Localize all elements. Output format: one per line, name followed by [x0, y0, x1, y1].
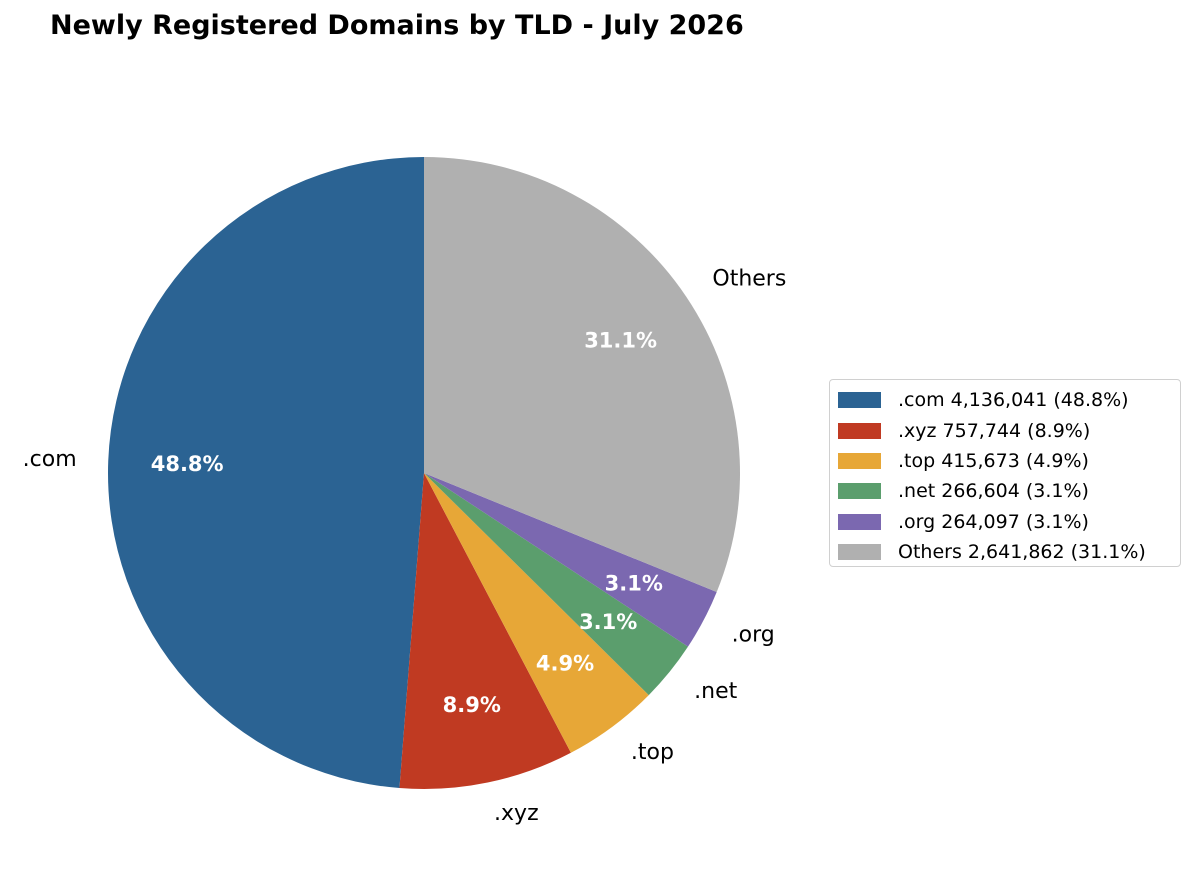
pie-percent-label-com: 48.8% [151, 452, 224, 476]
legend-swatch [838, 544, 881, 561]
legend-swatch [838, 452, 881, 469]
legend-label: .com 4,136,041 (48.8%) [898, 389, 1129, 412]
legend-item-others: Others 2,641,862 (31.1%) [838, 537, 1180, 567]
legend-swatch [838, 483, 881, 500]
pie-label-top: .top [631, 740, 674, 765]
legend-item-org: .org 264,097 (3.1%) [838, 507, 1180, 537]
chart-title: Newly Registered Domains by TLD - July 2… [50, 10, 744, 41]
legend-swatch [838, 422, 881, 439]
pie-percent-label-org: 3.1% [605, 571, 663, 595]
pie-chart: 48.8% .com 8.9% .xyz 4.9% .top 3.1% .net 3.1% .or… [23, 157, 786, 826]
legend-label: .xyz 757,744 (8.9%) [898, 419, 1091, 442]
pie-slice-com [107, 157, 425, 789]
pie-slice-xyz [399, 473, 571, 789]
pie-slice-top [424, 473, 649, 753]
legend-swatch [838, 392, 881, 409]
pie-percent-label-top: 4.9% [536, 651, 594, 675]
pie-percent-label-xyz: 8.9% [443, 693, 501, 717]
pie-percent-label-net: 3.1% [579, 610, 637, 634]
legend-label: .top 415,673 (4.9%) [898, 449, 1089, 472]
legend-item-com: .com 4,136,041 (48.8%) [838, 385, 1180, 415]
pie-slice-org [424, 473, 717, 647]
pie-percent-label-others: 31.1% [584, 329, 657, 353]
pie-slice-others [424, 157, 741, 593]
legend-label: Others 2,641,862 (31.1%) [898, 541, 1146, 564]
legend-label: .org 264,097 (3.1%) [898, 510, 1089, 533]
pie-label-org: .org [732, 622, 775, 647]
legend-item-net: .net 266,604 (3.1%) [838, 476, 1180, 506]
pie-label-com: .com [23, 447, 77, 472]
pie-label-others: Others [712, 266, 786, 291]
legend-swatch [838, 513, 881, 530]
legend-label: .net 266,604 (3.1%) [898, 480, 1089, 503]
pie-label-net: .net [694, 679, 737, 704]
pie-slice-net [424, 473, 689, 696]
legend-item-xyz: .xyz 757,744 (8.9%) [838, 415, 1180, 445]
pie-label-xyz: .xyz [494, 801, 539, 826]
chart-legend: .com 4,136,041 (48.8%) .xyz 757,744 (8.9%… [829, 379, 1181, 567]
legend-item-top: .top 415,673 (4.9%) [838, 446, 1180, 476]
